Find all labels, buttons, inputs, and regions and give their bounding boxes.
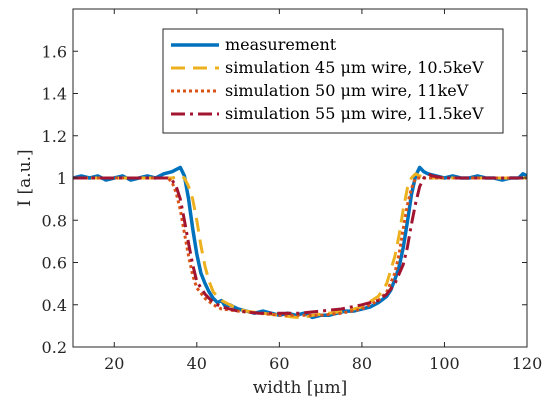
legend-label-3: simulation 50 μm wire, 11keV: [225, 81, 469, 100]
y-tick-label: 1: [57, 169, 67, 188]
x-tick-label: 20: [104, 354, 124, 373]
x-tick-label: 60: [269, 354, 289, 373]
y-tick-label: 1.4: [42, 85, 67, 104]
series-layer: [73, 165, 527, 320]
series-line-4: [73, 172, 527, 315]
legend: measurement simulation 45 μm wire, 10.5ke…: [162, 28, 504, 134]
y-axis: 0.2 0.4 0.6 0.8 1 1.2 1.4 1.6: [42, 42, 527, 357]
y-tick-label: 0.8: [42, 211, 67, 230]
x-tick-label: 80: [352, 354, 372, 373]
x-tick-label: 120: [512, 354, 543, 373]
legend-label-2: simulation 45 μm wire, 10.5keV: [225, 58, 484, 77]
x-axis-title: width [μm]: [253, 378, 348, 398]
x-tick-label: 40: [187, 354, 207, 373]
x-axis: 20 40 60 80 100 120: [104, 9, 542, 373]
x-tick-label: 100: [429, 354, 460, 373]
series-line-2: [73, 172, 527, 319]
legend-label-4: simulation 55 μm wire, 11.5keV: [225, 104, 484, 123]
y-axis-title: I [a.u.]: [15, 149, 35, 206]
y-tick-label: 1.2: [42, 127, 67, 146]
series-line-1: [73, 165, 527, 320]
y-tick-label: 0.4: [42, 296, 67, 315]
series-line-3: [73, 176, 527, 317]
y-tick-label: 1.6: [42, 42, 67, 61]
legend-box: [162, 28, 504, 134]
y-tick-label: 0.2: [42, 338, 67, 357]
y-tick-label: 0.6: [42, 254, 67, 273]
legend-label-1: measurement: [225, 35, 337, 54]
